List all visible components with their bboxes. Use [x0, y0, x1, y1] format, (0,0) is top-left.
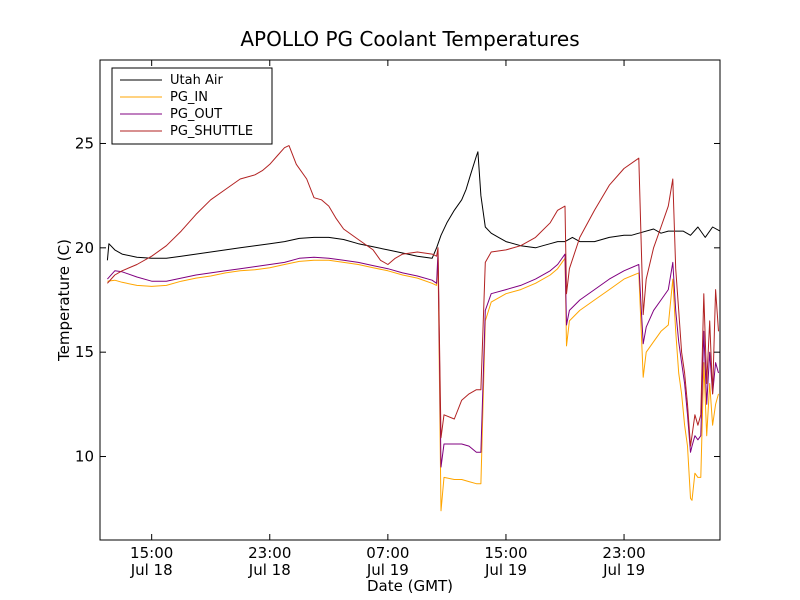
x-tick-label-time: 23:00 — [248, 544, 291, 562]
x-tick-label-date: Jul 18 — [130, 561, 173, 579]
series-layer — [106, 145, 720, 512]
plot-frame — [99, 59, 721, 541]
x-tick-label-date: Jul 19 — [366, 561, 409, 579]
series-line-pg-shuttle — [107, 145, 719, 447]
legend-label: Utah Air — [170, 73, 223, 88]
y-tick-label: 20 — [75, 239, 94, 257]
x-tick-label-date: Jul 18 — [248, 561, 291, 579]
legend-label: PG_SHUTTLE — [170, 124, 253, 139]
series-line-pg-out — [107, 251, 719, 468]
x-tick-label-time: 15:00 — [130, 544, 173, 562]
x-tick-label-date: Jul 19 — [484, 561, 527, 579]
x-tick-label-time: 15:00 — [484, 544, 527, 562]
legend-label: PG_IN — [170, 90, 208, 105]
y-tick-label: 25 — [75, 134, 94, 152]
x-axis-label: Date (GMT) — [367, 577, 453, 595]
y-axis-label: Temperature (C) — [55, 239, 73, 362]
x-tick-label-date: Jul 19 — [602, 561, 645, 579]
legend: Utah Air PG_IN PG_OUT PG_SHUTTLE — [111, 67, 273, 145]
x-tick-label-time: 23:00 — [602, 544, 645, 562]
series-line-pg-in — [107, 257, 719, 512]
legend-label: PG_OUT — [170, 107, 222, 122]
x-tick-label-time: 07:00 — [366, 544, 409, 562]
chart-title: APOLLO PG Coolant Temperatures — [240, 27, 579, 51]
series-line-utah-air — [106, 151, 720, 261]
y-tick-label: 15 — [75, 343, 94, 361]
y-tick-label: 10 — [75, 448, 94, 466]
